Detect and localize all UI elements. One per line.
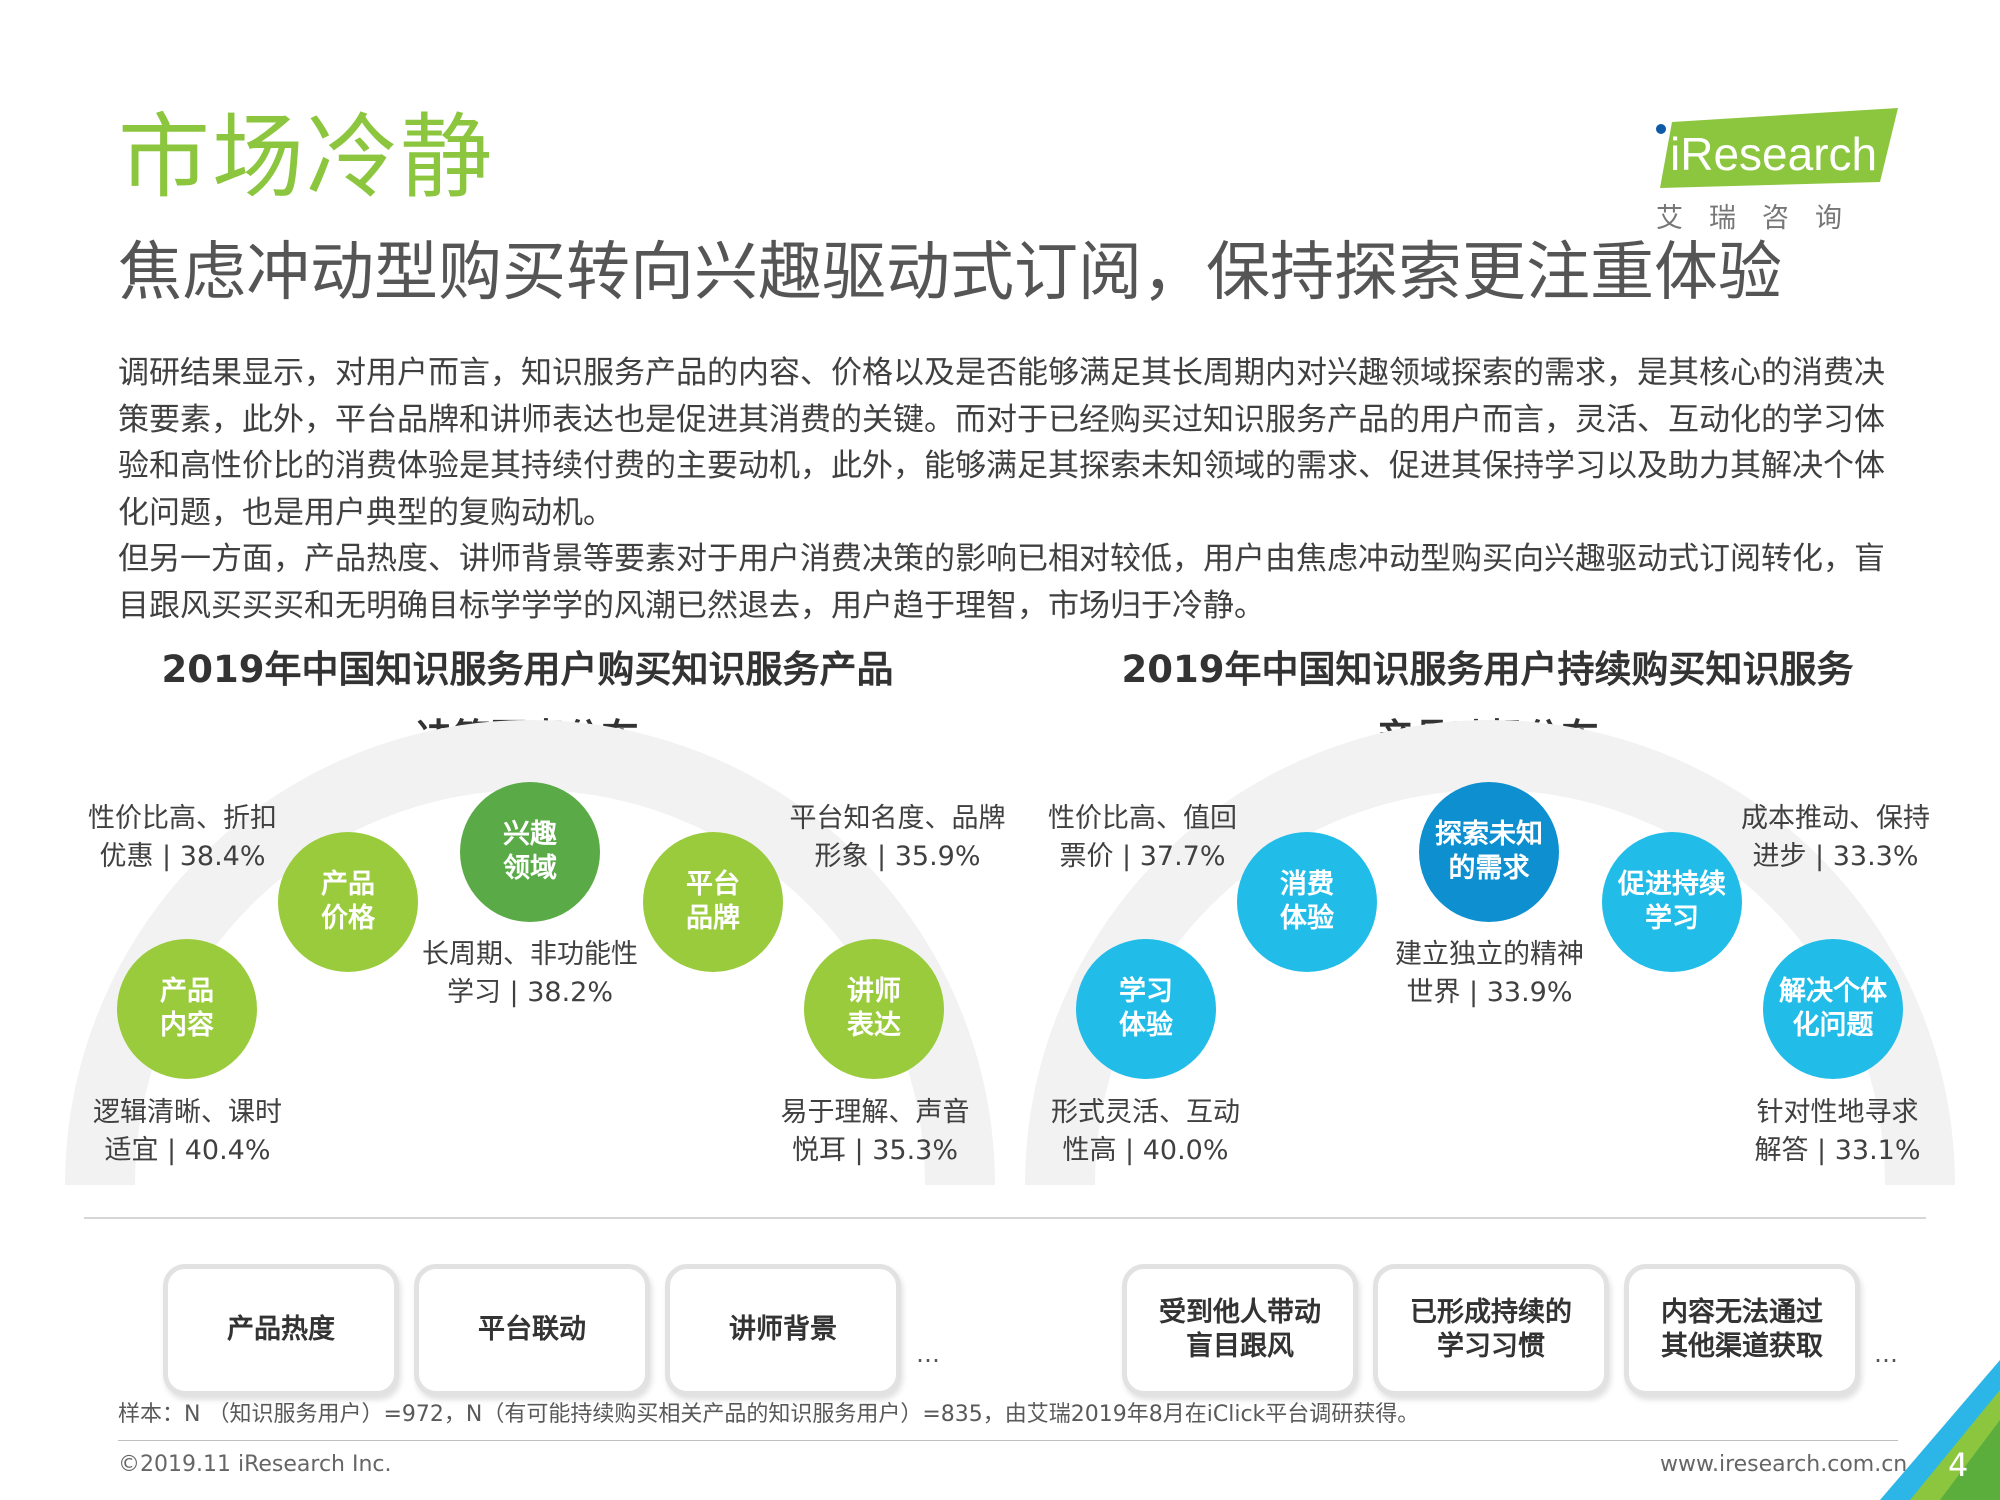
page-title: 市场冷静	[118, 104, 495, 211]
right-ellipsis: …	[1874, 1340, 1898, 1368]
sample-note: 样本：N （知识服务用户）=972，N（有可能持续购买相关产品的知识服务用户）=…	[118, 1402, 1420, 1427]
label-product-price: 性价比高、折扣 优惠 | 38.4%	[88, 803, 277, 872]
label-continuous-learning: 成本推动、保持 进步 | 33.3%	[1741, 803, 1930, 872]
circle-product-content: 产品 内容	[117, 939, 257, 1079]
corner-decoration	[1880, 1360, 2000, 1500]
label-interest-field: 长周期、非功能性 学习 | 38.2%	[422, 939, 638, 1008]
circle-interest-field: 兴趣 领域	[460, 782, 600, 922]
factor-box-product-heat: 产品热度	[163, 1264, 399, 1396]
label-learning-experience: 形式灵活、互动 性高 | 40.0%	[1051, 1097, 1240, 1166]
page-number: 4	[1948, 1446, 1969, 1484]
paragraph-1: 调研结果显示，对用户而言，知识服务产品的内容、价格以及是否能够满足其长周期内对兴…	[118, 355, 1885, 531]
section-divider	[84, 1217, 1926, 1219]
right-chart-title-line2: 产品动机分布	[1376, 716, 1599, 759]
left-ellipsis: …	[916, 1340, 940, 1368]
circle-continuous-learning: 促进持续 学习	[1602, 832, 1742, 972]
circle-personal-problems: 解决个体 化问题	[1763, 939, 1903, 1079]
website-link[interactable]: www.iresearch.com.cn	[1660, 1452, 1908, 1477]
label-personal-problems: 针对性地寻求 解答 | 33.1%	[1754, 1097, 1921, 1166]
factor-box-exclusive-content: 内容无法通过 其他渠道获取	[1624, 1264, 1860, 1396]
left-chart-title-line2: 决策因素分布	[416, 716, 639, 759]
footer-line	[118, 1440, 1898, 1441]
left-chart-title-line1: 2019年中国知识服务用户购买知识服务产品	[161, 648, 894, 691]
paragraph-2: 但另一方面，产品热度、讲师背景等要素对于用户消费决策的影响已相对较低，用户由焦虑…	[118, 541, 1885, 624]
circle-learning-experience: 学习 体验	[1076, 939, 1216, 1079]
factor-box-platform-linkage: 平台联动	[414, 1264, 650, 1396]
left-chart-title: 2019年中国知识服务用户购买知识服务产品 决策因素分布	[140, 636, 915, 772]
circle-platform-brand: 平台 品牌	[643, 832, 783, 972]
right-chart-title: 2019年中国知识服务用户持续购买知识服务 产品动机分布	[1100, 636, 1875, 772]
label-lecturer-expression: 易于理解、声音 悦耳 | 35.3%	[780, 1097, 970, 1166]
logo-wordmark: iResearch	[1670, 128, 1877, 180]
logo-chinese: 艾瑞咨询	[1656, 203, 1868, 234]
factor-box-learning-habit: 已形成持续的 学习习惯	[1373, 1264, 1609, 1396]
copyright: ©2019.11 iResearch Inc.	[118, 1452, 392, 1477]
circle-explore-unknown: 探索未知 的需求	[1419, 782, 1559, 922]
label-explore-unknown: 建立独立的精神 世界 | 33.9%	[1395, 939, 1584, 1008]
label-consumption-experience: 性价比高、值回 票价 | 37.7%	[1048, 803, 1237, 872]
label-product-content: 逻辑清晰、课时 适宜 | 40.4%	[93, 1097, 282, 1166]
circle-consumption-experience: 消费 体验	[1237, 832, 1377, 972]
label-platform-brand: 平台知名度、品牌 形象 | 35.9%	[789, 803, 1006, 872]
factor-box-lecturer-background: 讲师背景	[665, 1264, 901, 1396]
circle-lecturer-expression: 讲师 表达	[804, 939, 944, 1079]
circle-product-price: 产品 价格	[278, 832, 418, 972]
body-text: 调研结果显示，对用户而言，知识服务产品的内容、价格以及是否能够满足其长周期内对兴…	[118, 350, 1898, 629]
factor-box-follow-trend: 受到他人带动 盲目跟风	[1122, 1264, 1358, 1396]
right-chart-title-line1: 2019年中国知识服务用户持续购买知识服务	[1121, 648, 1854, 691]
page-subtitle: 焦虑冲动型购买转向兴趣驱动式订阅，保持探索更注重体验	[118, 236, 1782, 310]
iresearch-logo: iResearch 艾瑞咨询	[1650, 104, 1900, 234]
